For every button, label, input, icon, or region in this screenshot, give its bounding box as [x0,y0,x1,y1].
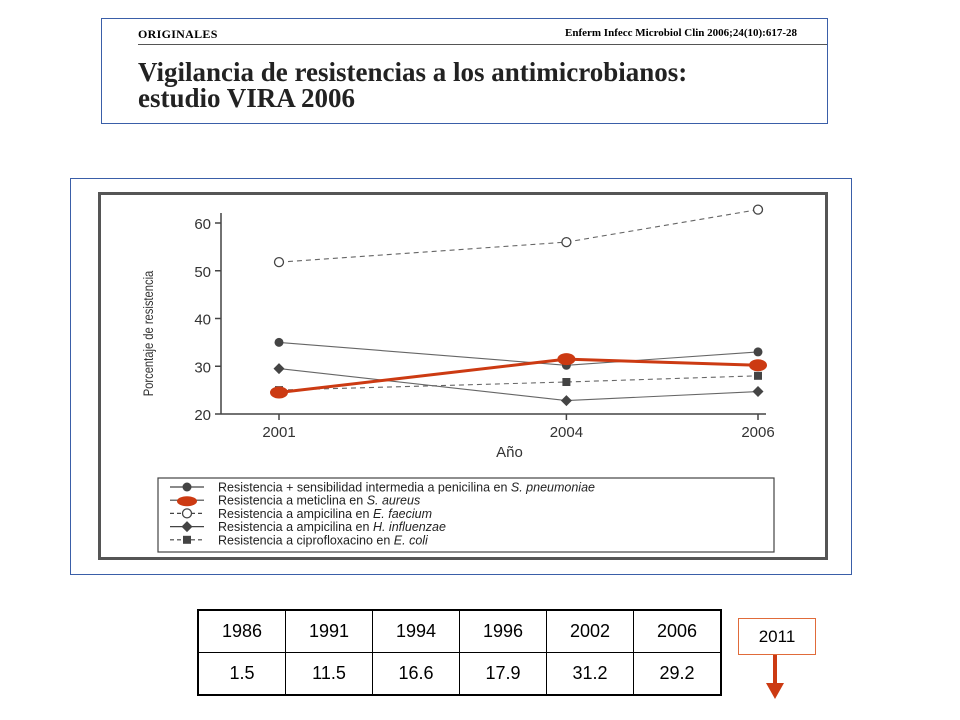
chart-frame: 20 30 40 50 60 2001 2004 2006 Año Porcentaje de r… [70,178,852,575]
year-callout: 2011 [738,618,816,655]
article-header: ORIGINALES Enferm Infecc Microbiol Clin … [101,18,828,124]
y-axis-label: Porcentaje de resistencia [141,270,156,396]
table-row-values: 1.5 11.5 16.6 17.9 31.2 29.2 [197,652,722,696]
section-label: ORIGINALES [138,27,218,41]
series-line [278,209,759,263]
legend-label: Resistencia a meticlina en S. aureus [218,494,420,508]
legend-marker [183,535,191,544]
data-point [273,363,285,375]
legend-label: Resistencia a ampicilina en H. influenza… [218,520,446,534]
table-cell-year: 1996 [459,609,547,653]
x-tick-label: 2006 [741,424,774,441]
legend-marker [177,496,197,507]
data-point [561,236,572,248]
article-title: Vigilancia de resistencias a los antimic… [138,57,818,113]
data-point [560,395,572,407]
table-cell-value: 1.5 [197,652,286,696]
journal-reference: Enferm Infecc Microbiol Clin 2006;24(10)… [565,27,797,39]
resistance-data-table: 1986 1991 1994 1996 2002 2006 1.5 11.5 16.6 17.9… [197,609,722,696]
chart-panel: 20 30 40 50 60 2001 2004 2006 Año Porcentaje de r… [98,192,828,560]
table-cell-year: 2002 [546,609,634,653]
table-cell-value: 29.2 [633,652,722,696]
data-point [753,347,763,357]
legend-marker [182,482,192,492]
data-point [562,378,571,387]
legend-marker [181,508,193,519]
table-cell-year: 2006 [633,609,722,653]
data-point [749,359,767,372]
data-point [754,371,762,380]
table-cell-year: 1994 [372,609,460,653]
legend-label: Resistencia a ampicilina en E. faecium [218,507,432,521]
header-divider [138,44,827,45]
data-point [752,386,764,398]
x-tick-label: 2001 [262,424,295,441]
table-row-years: 1986 1991 1994 1996 2002 2006 [197,609,722,653]
table-cell-value: 11.5 [285,652,373,696]
data-point [557,353,576,366]
table-cell-year: 1986 [197,609,286,653]
table-cell-year: 1991 [285,609,373,653]
table-cell-value: 31.2 [546,652,634,696]
series-line [278,357,759,394]
resistance-line-chart: 20 30 40 50 60 2001 2004 2006 Año Porcentaje de r… [141,204,775,553]
data-point [273,257,285,268]
y-tick-label: 30 [194,359,211,376]
legend-box [157,477,775,553]
table-cell-value: 16.6 [372,652,460,696]
x-axis-label: Año [496,444,523,461]
y-tick-label: 60 [194,216,211,233]
table-cell-value: 17.9 [459,652,547,696]
data-point [274,337,284,347]
data-point [752,204,764,215]
data-point [270,386,288,399]
legend-marker [181,521,193,533]
article-title-line-1: Vigilancia de resistencias a los antimic… [138,57,688,87]
y-tick-label: 20 [194,407,211,424]
down-arrow-icon [766,655,784,699]
y-tick-label: 50 [194,264,211,281]
x-tick-label: 2004 [550,424,583,441]
series-line [278,375,759,391]
legend-label: Resistencia a ciprofloxacino en E. coli [218,533,429,547]
article-title-line-2: estudio VIRA 2006 [138,83,356,113]
legend-label: Resistencia + sensibilidad intermedia a … [218,481,595,495]
y-tick-label: 40 [194,312,211,329]
